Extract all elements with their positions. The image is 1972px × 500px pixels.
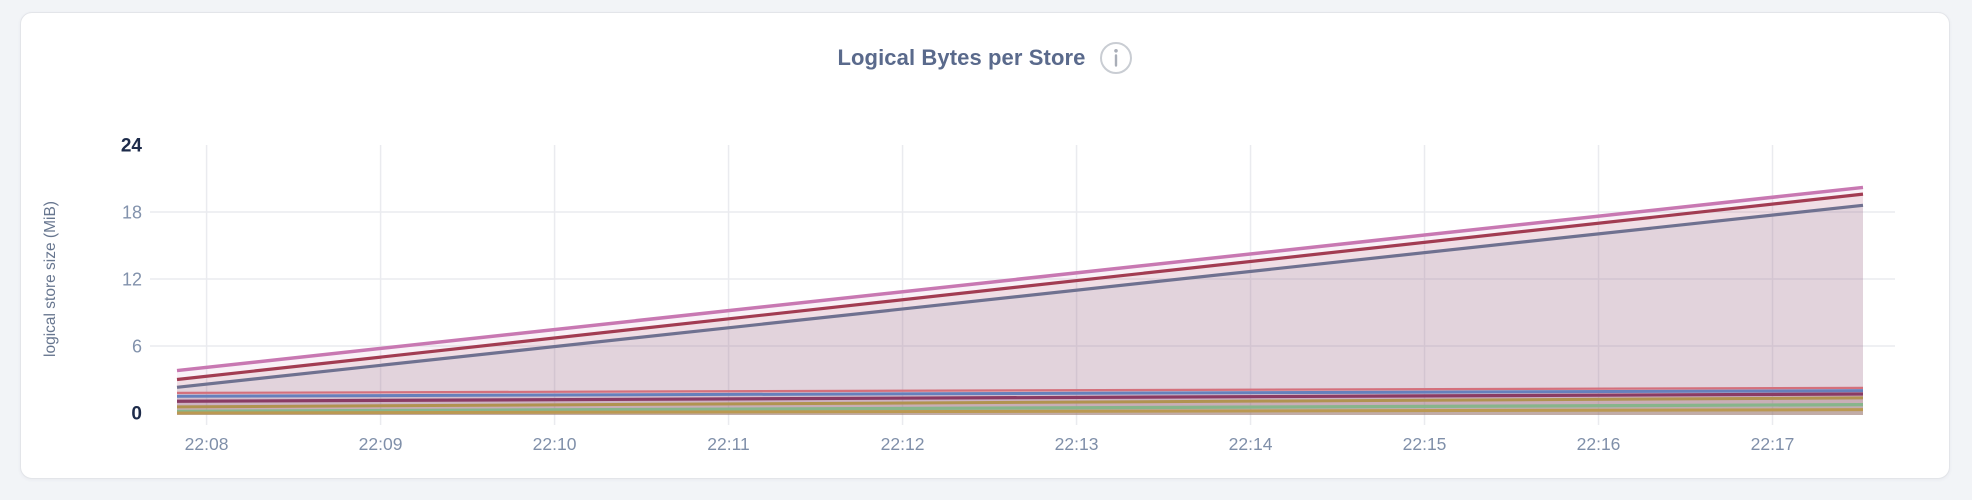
chart-header: Logical Bytes per Store [21, 41, 1949, 75]
info-icon[interactable] [1099, 41, 1133, 75]
chart-card: Logical Bytes per Store [20, 12, 1950, 479]
chart-title: Logical Bytes per Store [837, 45, 1086, 70]
